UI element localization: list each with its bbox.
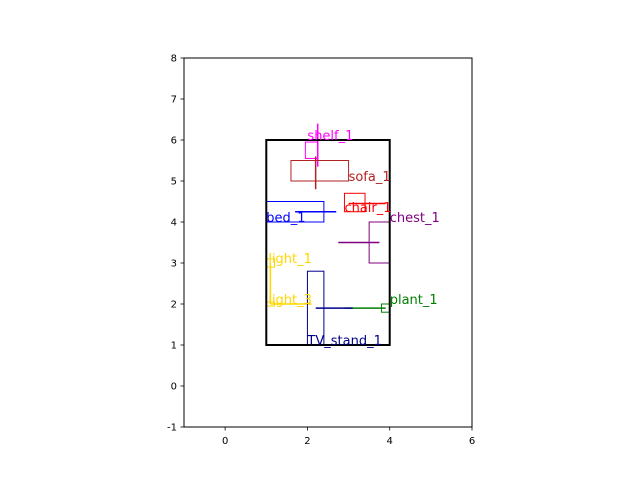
room-layer bbox=[265, 139, 391, 346]
chair_1-label: chair_1 bbox=[344, 201, 391, 216]
x-tick-label: 2 bbox=[304, 436, 310, 447]
sofa_1-label: sofa_1 bbox=[349, 170, 391, 185]
x-tick-label: 4 bbox=[387, 436, 393, 447]
chest_1-label: chest_1 bbox=[390, 211, 440, 226]
y-tick-label: 5 bbox=[171, 177, 177, 188]
y-tick-label: 4 bbox=[171, 218, 177, 229]
y-tick-label: -1 bbox=[167, 423, 177, 434]
TV_stand_1-label: TV_stand_1 bbox=[306, 334, 381, 349]
y-tick-label: 0 bbox=[171, 382, 177, 393]
chair_1-box bbox=[343, 192, 366, 213]
bed_1-label: bed_1 bbox=[266, 211, 305, 226]
object-labels: shelf_1 sofa_1 chair_1 bed_1 chest_1 light_1l… bbox=[266, 129, 439, 349]
y-tick-label: 8 bbox=[171, 54, 177, 65]
axes-frame bbox=[183, 57, 473, 428]
x-tick-label: 6 bbox=[469, 436, 475, 447]
y-tick-label: 7 bbox=[171, 95, 177, 106]
light_3-label: light_3 bbox=[268, 293, 312, 308]
y-tick-label: 1 bbox=[171, 341, 177, 352]
y-tick-label: 3 bbox=[171, 259, 177, 270]
sofa_1-box bbox=[290, 160, 350, 182]
plant_1-label: plant_1 bbox=[390, 293, 438, 308]
objects-layer bbox=[265, 123, 391, 346]
y-tick-label: 6 bbox=[171, 136, 177, 147]
light_1-label: light_1 bbox=[268, 252, 312, 267]
x-tick-label: 0 bbox=[222, 436, 228, 447]
shelf_1-box bbox=[304, 141, 319, 159]
shelf_1-label: shelf_1 bbox=[307, 129, 353, 144]
y-tick-label: 2 bbox=[171, 300, 177, 311]
room-outline bbox=[265, 139, 391, 346]
axis-ticks: 0 2 4 6 -1 0 1 2 3 4 5 6 7 8 bbox=[167, 54, 475, 448]
